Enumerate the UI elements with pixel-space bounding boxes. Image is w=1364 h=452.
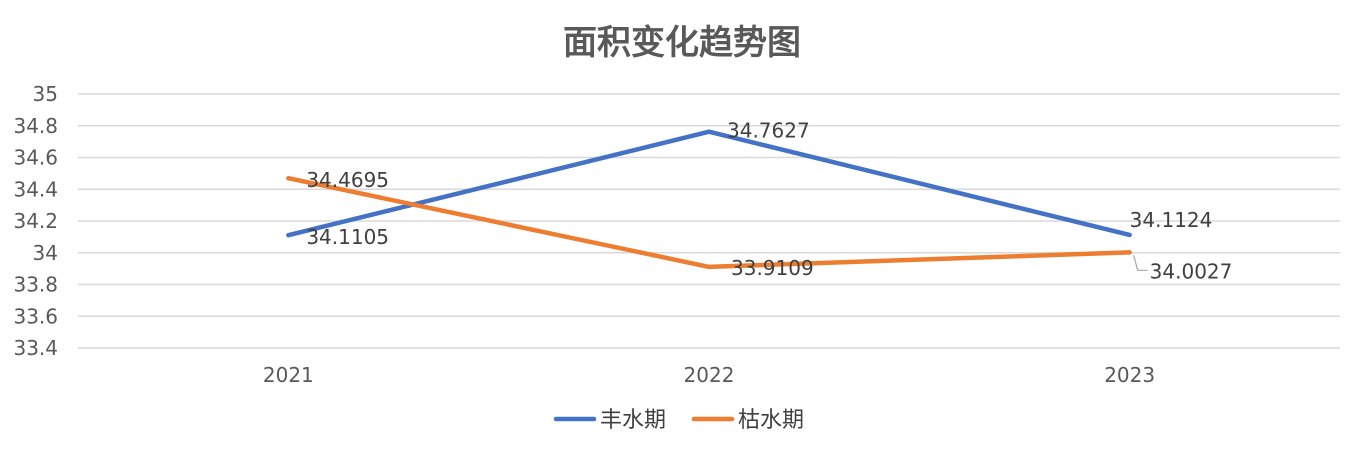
y-axis-ticks: 33.4 33.6 33.8 34 34.2 34.4 34.6 34.8 35: [13, 82, 58, 360]
y-tick-label: 35: [33, 82, 58, 106]
series-line-2: [286, 175, 1132, 270]
y-tick-label: 34.8: [13, 114, 58, 138]
data-label: 34.1124: [1130, 208, 1213, 232]
chart-title: 面积变化趋势图: [563, 23, 801, 63]
y-tick-label: 34.6: [13, 146, 58, 170]
x-tick-label: 2022: [684, 363, 735, 387]
series-line-1: [286, 129, 1132, 238]
x-tick-label: 2021: [263, 363, 314, 387]
y-tick-label: 33.4: [13, 336, 58, 360]
y-tick-label: 34.4: [13, 177, 58, 201]
leader-line: [1133, 255, 1148, 271]
y-tick-label: 33.6: [13, 304, 58, 328]
data-label: 34.7627: [727, 119, 810, 143]
legend: 丰水期 枯水期: [553, 408, 804, 433]
data-label: 33.9109: [731, 256, 814, 280]
legend-label: 丰水期: [600, 408, 666, 433]
x-tick-label: 2023: [1104, 363, 1155, 387]
x-axis-ticks: 2021 2022 2023: [263, 363, 1155, 387]
y-tick-label: 33.8: [13, 273, 58, 297]
data-label: 34.0027: [1150, 259, 1233, 283]
data-labels: 34.1105 34.7627 34.1124 34.4695 33.9109 34.00…: [306, 119, 1232, 284]
data-label: 34.4695: [306, 168, 389, 192]
y-tick-label: 34.2: [13, 209, 58, 233]
legend-label: 枯水期: [738, 408, 804, 433]
gridlines: [78, 93, 1340, 349]
series-lines: [286, 129, 1132, 270]
data-label: 34.1105: [306, 225, 389, 249]
y-tick-label: 34: [33, 241, 58, 265]
